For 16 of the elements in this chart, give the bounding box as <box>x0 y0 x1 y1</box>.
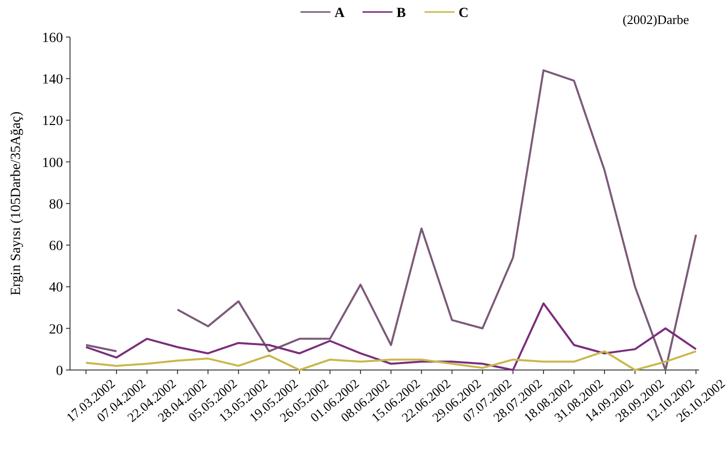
y-tick-label: 80 <box>49 197 63 212</box>
y-tick-label: 20 <box>49 322 63 338</box>
y-tick-label: 140 <box>42 72 63 88</box>
y-tick-label: 40 <box>49 280 63 296</box>
legend-label: B <box>396 6 406 21</box>
y-axis-title: Ergin Sayısı (105Darbe/35Ağaç) <box>9 111 24 296</box>
y-tick-label: 0 <box>56 364 63 379</box>
legend-label: C <box>458 6 469 21</box>
line-series <box>85 350 697 371</box>
y-tick-label: 160 <box>42 30 63 46</box>
y-tick-label: 60 <box>49 239 63 254</box>
legend-label: A <box>334 6 346 21</box>
text: (2002)Darbe <box>622 12 690 27</box>
y-tick-label: 120 <box>42 114 63 130</box>
y-tick-label: 100 <box>42 156 63 171</box>
line-series <box>85 302 697 371</box>
